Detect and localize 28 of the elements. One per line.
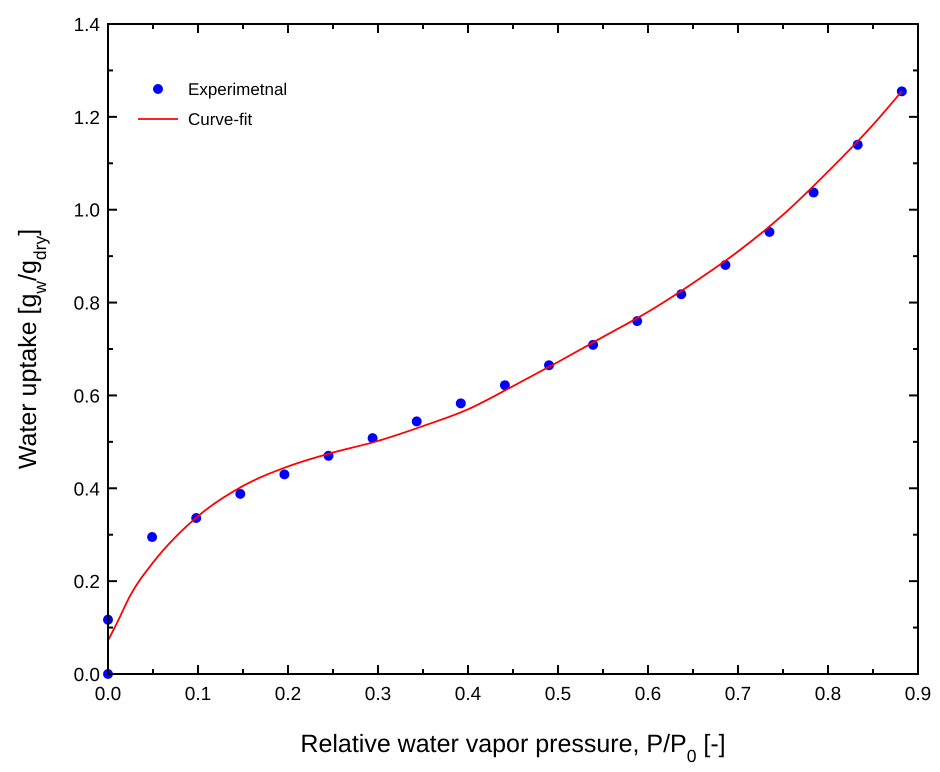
legend-label: Experimetnal bbox=[188, 80, 288, 99]
y-tick-label: 0.2 bbox=[74, 572, 100, 594]
x-tick-label: 0.1 bbox=[184, 684, 212, 705]
x-tick-label: 0.0 bbox=[94, 684, 122, 705]
point bbox=[500, 380, 510, 390]
x-axis-title: Relative water vapor pressure, P/P$_{0}$ [-] bbox=[300, 730, 726, 766]
y-tick-label: 0.6 bbox=[74, 386, 100, 408]
x-tick-label: 0.2 bbox=[274, 684, 302, 705]
x-tick-label: 0.4 bbox=[454, 684, 482, 705]
point bbox=[235, 488, 246, 499]
point bbox=[279, 469, 290, 480]
x-tick-label: 0.3 bbox=[364, 684, 392, 705]
point bbox=[456, 398, 466, 408]
y-tick-label: 1.4 bbox=[74, 15, 100, 36]
y-tick-label: 1.2 bbox=[74, 108, 100, 129]
legend-label: Curve-fit bbox=[188, 110, 253, 129]
y-tick-label: 0.8 bbox=[74, 294, 100, 315]
x-tick-label: 0.6 bbox=[634, 684, 662, 705]
x-tick-label: 0.5 bbox=[544, 684, 572, 705]
point bbox=[147, 532, 158, 542]
y-tick-label: 1.0 bbox=[74, 200, 100, 222]
x-tick-label: 0.8 bbox=[814, 684, 842, 705]
x-tick-label: 0.7 bbox=[724, 684, 752, 705]
y-tick-label: 0.4 bbox=[74, 479, 100, 500]
point bbox=[808, 188, 819, 198]
x-tick-label: 0.9 bbox=[904, 684, 932, 705]
y-tick-label: 0.0 bbox=[74, 665, 100, 686]
point bbox=[412, 416, 422, 426]
